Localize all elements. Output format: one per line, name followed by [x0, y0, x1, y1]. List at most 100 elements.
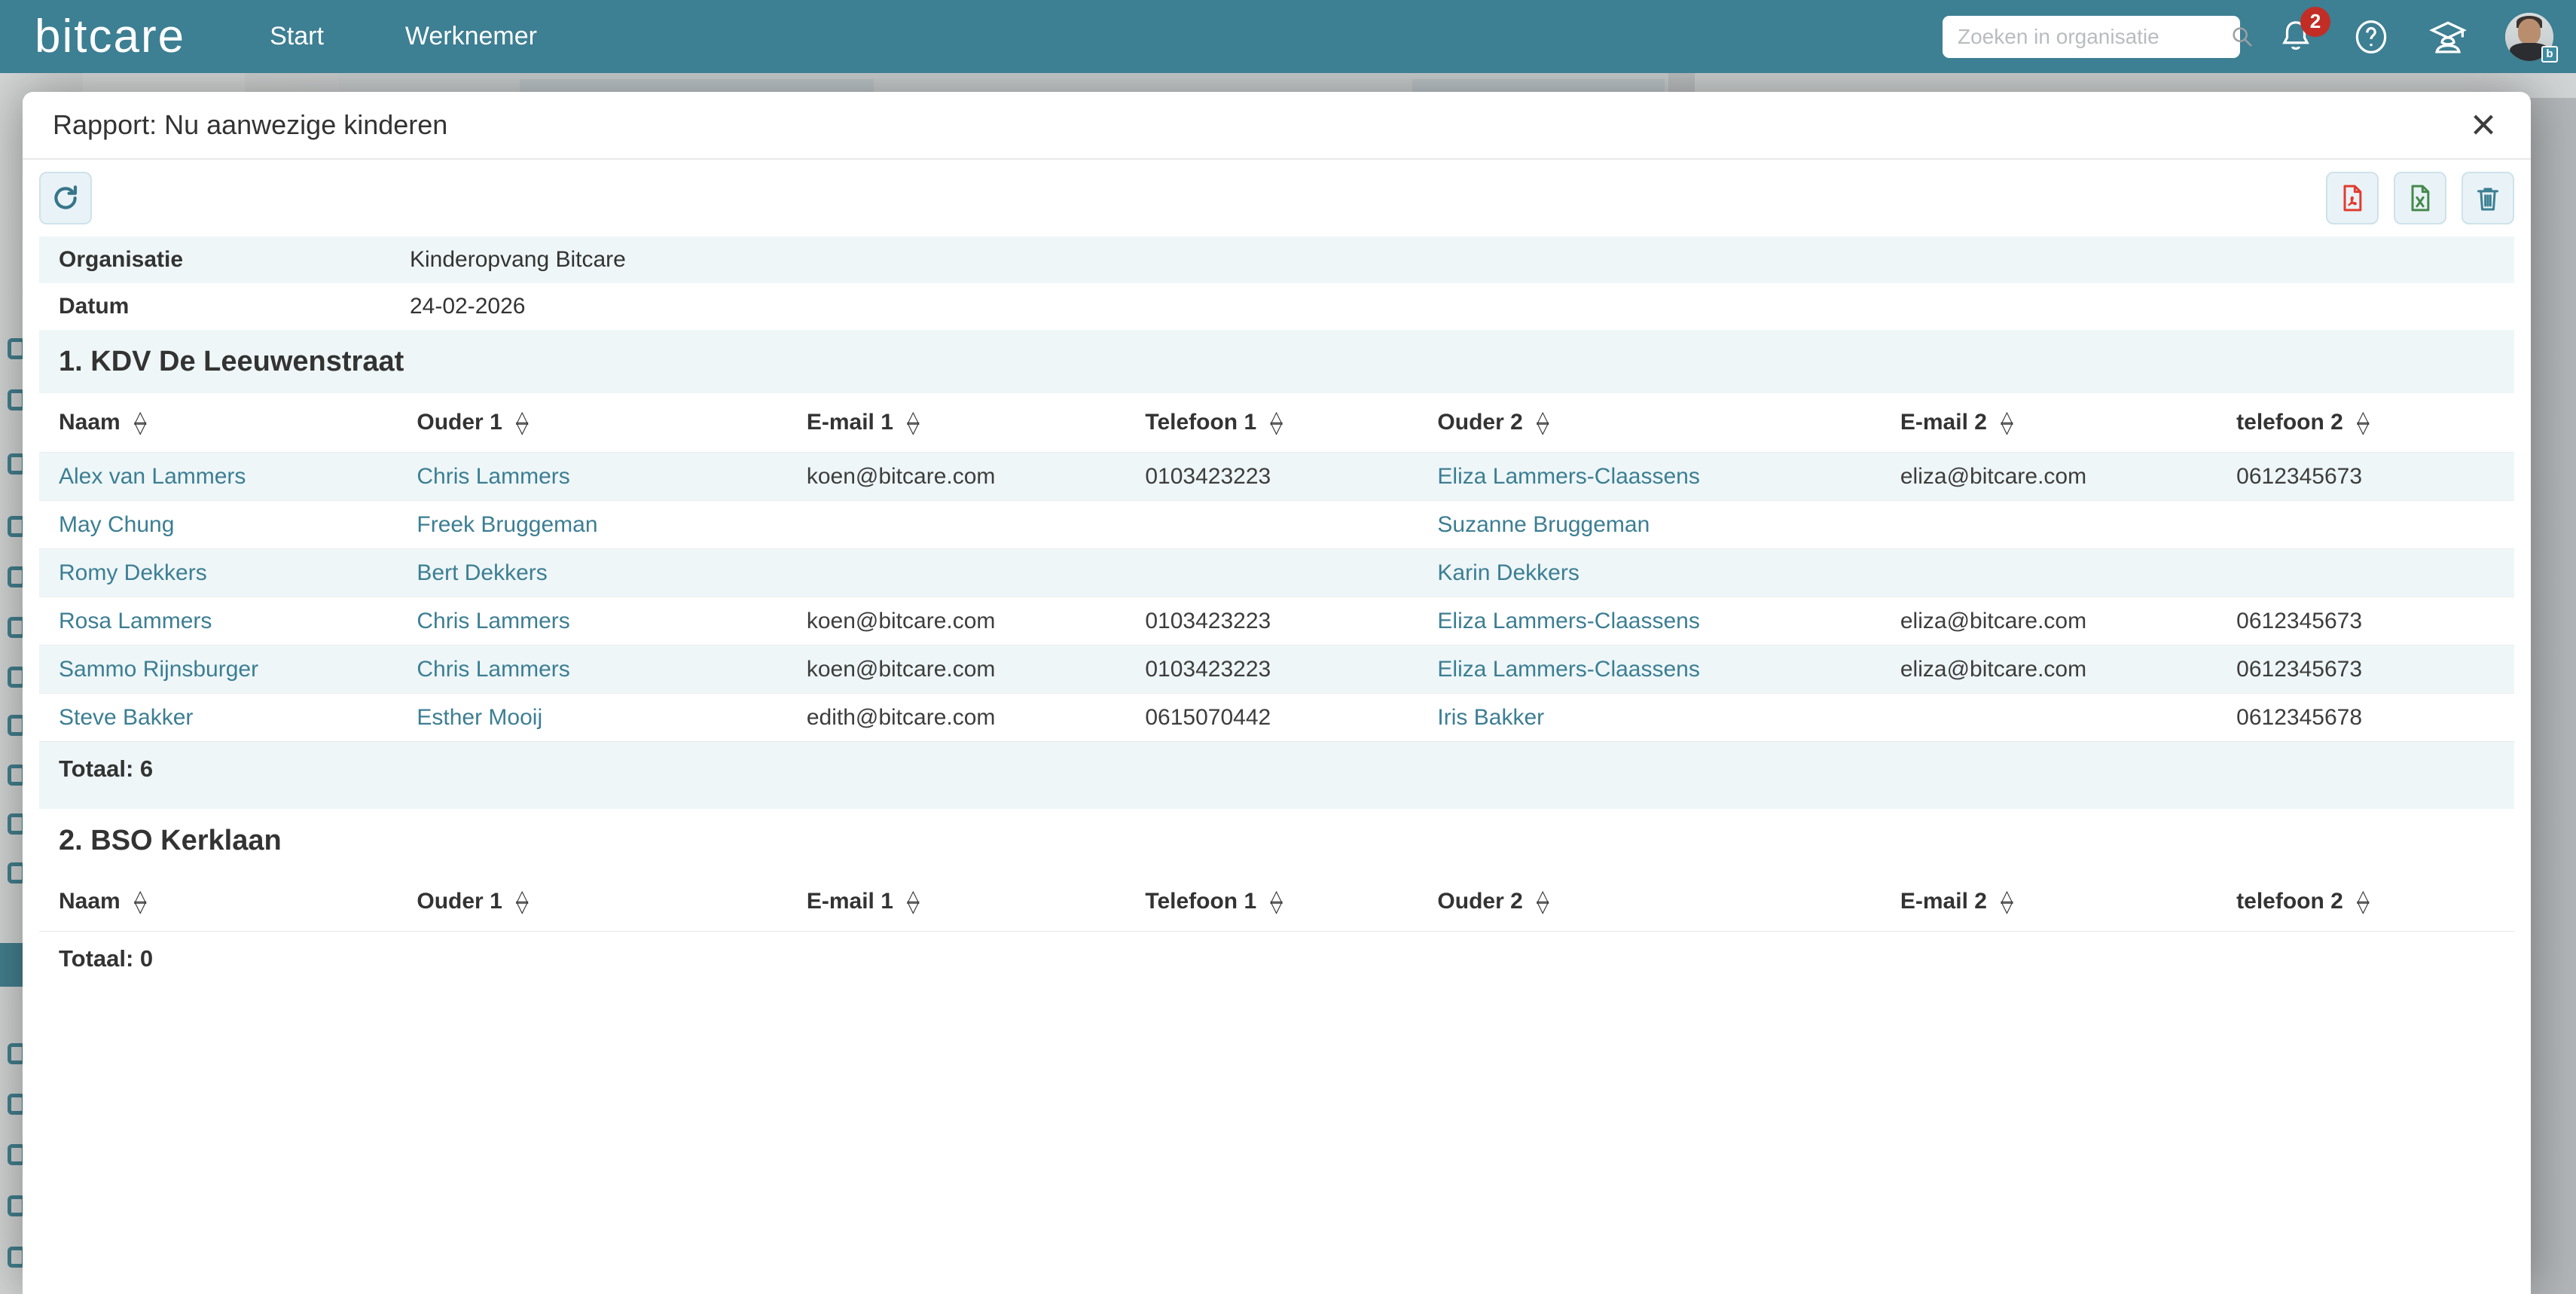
notifications-button[interactable]: 2 [2276, 6, 2330, 56]
column-header[interactable]: Naam △ ▽ [59, 410, 417, 435]
sort-icon[interactable]: △ ▽ [906, 410, 920, 435]
column-header-label: Ouder 1 [417, 889, 502, 914]
column-header[interactable]: E-mail 2 △ ▽ [1900, 889, 2236, 914]
table-cell: 0612345673 [2236, 657, 2495, 682]
sort-icon[interactable]: △ ▽ [1270, 889, 1283, 914]
help-button[interactable] [2352, 17, 2391, 56]
avatar-photo [2505, 12, 2553, 61]
person-link[interactable]: Bert Dekkers [417, 560, 548, 585]
info-value: Kinderopvang Bitcare [410, 247, 626, 272]
table-body: Alex van Lammers Chris Lammers koen@bitcar… [39, 452, 2514, 741]
cell-value: eliza@bitcare.com [1900, 608, 2087, 633]
search-icon [2230, 24, 2255, 50]
table-cell: koen@bitcare.com [807, 464, 1146, 490]
sort-icon[interactable]: △ ▽ [1536, 410, 1549, 435]
column-header[interactable]: E-mail 1 △ ▽ [807, 889, 1146, 914]
column-header[interactable]: Ouder 1 △ ▽ [417, 410, 806, 435]
cell-value: koen@bitcare.com [806, 656, 996, 682]
table-cell: Chris Lammers [417, 464, 806, 490]
sort-icon[interactable]: △ ▽ [1270, 410, 1283, 435]
section-total: Totaal: 6 [39, 741, 2514, 809]
table-cell: Freek Bruggeman [417, 512, 806, 538]
graduate-icon [2427, 16, 2469, 58]
person-link[interactable]: Chris Lammers [417, 463, 570, 489]
column-header[interactable]: Telefoon 1 △ ▽ [1145, 889, 1437, 914]
table-cell: Sammo Rijnsburger [59, 657, 417, 682]
table-cell: koen@bitcare.com [807, 609, 1146, 634]
column-header[interactable]: E-mail 1 △ ▽ [807, 410, 1146, 435]
column-header[interactable]: telefoon 2 △ ▽ [2236, 889, 2495, 914]
report-toolbar [23, 160, 2531, 237]
export-excel-button[interactable] [2394, 172, 2446, 224]
sort-icon[interactable]: △ ▽ [515, 410, 529, 435]
sort-icon[interactable]: △ ▽ [515, 889, 529, 914]
cell-value: eliza@bitcare.com [1900, 463, 2087, 489]
person-link[interactable]: Iris Bakker [1437, 704, 1545, 730]
delete-report-button[interactable] [2462, 172, 2514, 224]
person-link[interactable]: Chris Lammers [417, 656, 570, 682]
table-cell: 0103423223 [1145, 609, 1437, 634]
table-cell: edith@bitcare.com [807, 705, 1146, 731]
person-link[interactable]: May Chung [59, 511, 175, 537]
close-button[interactable]: × [2466, 103, 2501, 147]
column-header[interactable]: Telefoon 1 △ ▽ [1145, 410, 1437, 435]
table-row: Romy Dekkers Bert Dekkers Karin Dekkers [39, 548, 2514, 597]
export-buttons [2326, 172, 2514, 224]
person-link[interactable]: Karin Dekkers [1437, 560, 1579, 585]
sort-icon[interactable]: △ ▽ [2000, 889, 2013, 914]
table-cell: 0612345673 [2236, 464, 2495, 490]
column-header[interactable]: Ouder 1 △ ▽ [417, 889, 806, 914]
cell-value: 0103423223 [1145, 656, 1271, 682]
person-link[interactable]: Romy Dekkers [59, 560, 207, 585]
person-link[interactable]: Chris Lammers [417, 608, 570, 633]
person-link[interactable]: Eliza Lammers-Claassens [1437, 656, 1700, 682]
sort-icon[interactable]: △ ▽ [133, 889, 147, 914]
user-avatar[interactable]: b [2505, 12, 2558, 63]
info-label: Organisatie [59, 247, 184, 272]
sort-icon[interactable]: △ ▽ [133, 410, 147, 435]
table-cell: Chris Lammers [417, 609, 806, 634]
nav-item-werknemer[interactable]: Werknemer [404, 22, 537, 50]
cell-value: 0612345673 [2236, 463, 2363, 489]
table-cell: Romy Dekkers [59, 560, 417, 586]
column-header[interactable]: Ouder 2 △ ▽ [1437, 889, 1900, 914]
person-link[interactable]: Freek Bruggeman [417, 511, 598, 537]
info-row-datum: Datum 24-02-2026 [39, 283, 2514, 330]
sort-icon[interactable]: △ ▽ [906, 889, 920, 914]
table-cell: 0612345673 [2236, 609, 2495, 634]
refresh-button[interactable] [39, 172, 92, 224]
cell-value: koen@bitcare.com [806, 463, 996, 489]
table-cell: eliza@bitcare.com [1900, 464, 2236, 490]
academy-button[interactable] [2427, 16, 2469, 58]
refresh-icon [50, 182, 81, 214]
table-cell: Chris Lammers [417, 657, 806, 682]
sort-icon[interactable]: △ ▽ [1536, 889, 1549, 914]
column-header[interactable]: Ouder 2 △ ▽ [1437, 410, 1900, 435]
org-search[interactable] [1943, 15, 2252, 58]
top-navigation-bar: bitcare Start Werknemer 2 [0, 0, 2576, 73]
cell-value: edith@bitcare.com [806, 704, 996, 730]
person-link[interactable]: Eliza Lammers-Claassens [1437, 463, 1700, 489]
table-header-row: Naam △ ▽ Ouder 1 △ ▽ E-mail 1 △ ▽ Telefoon 1 △ ▽ Oud… [39, 872, 2514, 931]
person-link[interactable]: Esther Mooij [417, 704, 543, 730]
column-header-label: Telefoon 1 [1145, 410, 1257, 435]
table-cell: eliza@bitcare.com [1900, 609, 2236, 634]
person-link[interactable]: Rosa Lammers [59, 608, 212, 633]
person-link[interactable]: Suzanne Bruggeman [1437, 511, 1650, 537]
person-link[interactable]: Alex van Lammers [59, 463, 246, 489]
person-link[interactable]: Steve Bakker [59, 704, 194, 730]
nav-item-start[interactable]: Start [270, 22, 324, 50]
person-link[interactable]: Eliza Lammers-Claassens [1437, 608, 1700, 633]
person-link[interactable]: Sammo Rijnsburger [59, 656, 259, 682]
table-cell: koen@bitcare.com [807, 657, 1146, 682]
column-header[interactable]: Naam △ ▽ [59, 889, 417, 914]
column-header[interactable]: E-mail 2 △ ▽ [1900, 410, 2236, 435]
column-header-label: E-mail 1 [806, 889, 893, 914]
export-pdf-button[interactable] [2326, 172, 2379, 224]
column-header[interactable]: telefoon 2 △ ▽ [2236, 410, 2495, 435]
report-section: 2. BSO Kerklaan Naam △ ▽ Ouder 1 △ ▽ E-mail 1 △… [39, 809, 2514, 999]
sort-icon[interactable]: △ ▽ [2000, 410, 2013, 435]
search-input[interactable] [1958, 24, 2230, 49]
sort-icon[interactable]: △ ▽ [2356, 410, 2370, 435]
sort-icon[interactable]: △ ▽ [2356, 889, 2370, 914]
